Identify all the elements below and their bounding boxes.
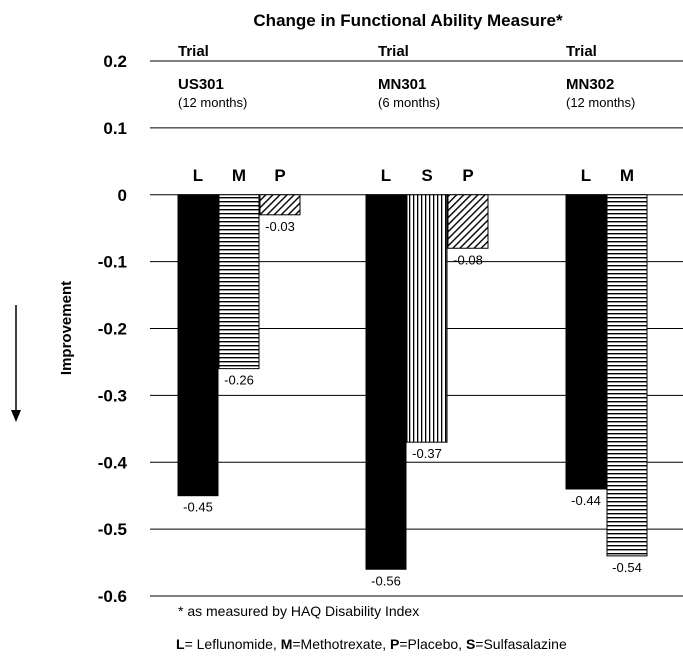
bar-value-label: -0.03: [265, 219, 295, 234]
bar: [606, 194, 648, 557]
y-tick-label: -0.4: [98, 453, 128, 472]
trial-name: MN302: [566, 76, 614, 93]
trial-duration: (12 months): [178, 95, 247, 110]
bar-value-label: -0.08: [453, 252, 483, 267]
trial-duration: (12 months): [566, 95, 635, 110]
trial-groups: Trial US301 (12 months) Trial MN301 (6 months…: [178, 43, 635, 110]
legend-text-p: =Placebo,: [399, 636, 466, 652]
bar: [218, 194, 260, 370]
bar-category-label: L: [193, 166, 203, 185]
y-tick-label: 0.1: [103, 119, 127, 138]
y-axis-ticks: 0.2 0.1 0 -0.1 -0.2 -0.3 -0.4 -0.5 -0.6: [98, 52, 128, 606]
chart-title: Change in Functional Ability Measure*: [253, 11, 563, 30]
y-tick-label: -0.5: [98, 520, 127, 539]
y-tick-label: 0.2: [103, 52, 127, 71]
legend-text-s: =Sulfasalazine: [475, 636, 567, 652]
legend: L= Leflunomide, M=Methotrexate, P=Placeb…: [176, 636, 567, 652]
y-tick-label: 0: [118, 186, 127, 205]
trial-name: MN301: [378, 76, 426, 93]
bar-category-label: L: [581, 166, 591, 185]
bar: [447, 194, 489, 249]
bar-category-label: L: [381, 166, 391, 185]
bar: [406, 194, 448, 443]
trial-name: US301: [178, 76, 224, 93]
y-tick-label: -0.1: [98, 253, 127, 272]
bar-value-label: -0.26: [224, 373, 254, 388]
bar-category-label: S: [421, 166, 432, 185]
legend-key-l: L: [176, 636, 185, 652]
bar-category-label: P: [462, 166, 473, 185]
trial-header: Trial: [566, 43, 597, 60]
y-tick-label: -0.6: [98, 587, 127, 606]
y-tick-label: -0.2: [98, 320, 127, 339]
trial-group: Trial MN302 (12 months): [566, 43, 635, 110]
y-axis-label: Improvement: [58, 281, 75, 375]
bar-value-label: -0.54: [612, 560, 642, 575]
bar-value-label: -0.44: [571, 493, 601, 508]
trial-header: Trial: [378, 43, 409, 60]
y-tick-label: -0.3: [98, 386, 127, 405]
legend-text-m: =Methotrexate,: [292, 636, 390, 652]
bar-category-label: M: [620, 166, 634, 185]
bar: [177, 194, 219, 497]
bars: L -0.45 M -0.26 P -0.03 L -0.56 S -0.37 P -0.08 L -0.…: [177, 166, 648, 588]
bar-category-label: P: [274, 166, 285, 185]
legend-text-l: = Leflunomide,: [185, 636, 281, 652]
bar-value-label: -0.45: [183, 500, 213, 515]
trial-group: Trial US301 (12 months): [178, 43, 247, 110]
trial-header: Trial: [178, 43, 209, 60]
bar: [259, 194, 301, 216]
bar: [565, 194, 607, 490]
trial-group: Trial MN301 (6 months): [378, 43, 440, 110]
bar: [365, 194, 407, 570]
trial-duration: (6 months): [378, 95, 440, 110]
legend-key-p: P: [390, 636, 399, 652]
legend-key-s: S: [466, 636, 475, 652]
down-arrow-icon: [11, 305, 21, 422]
bar-category-label: M: [232, 166, 246, 185]
bar-value-label: -0.56: [371, 573, 401, 588]
footnote: * as measured by HAQ Disability Index: [178, 603, 419, 619]
legend-key-m: M: [281, 636, 293, 652]
bar-value-label: -0.37: [412, 446, 442, 461]
